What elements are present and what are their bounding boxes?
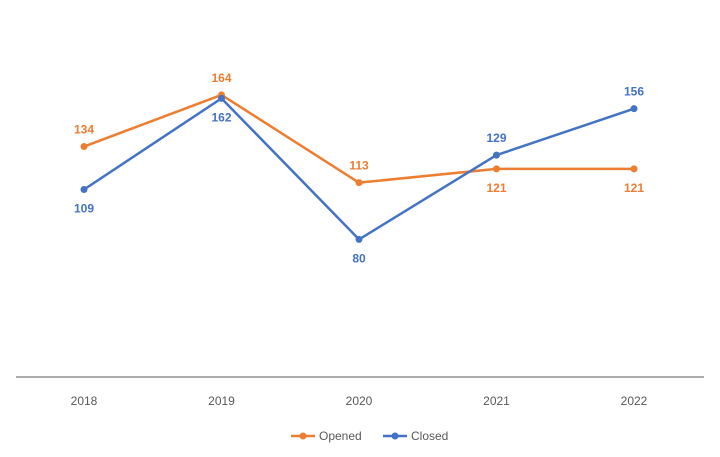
closed-data-label-2021: 129 — [486, 131, 506, 145]
x-tick-label-2022: 2022 — [621, 394, 648, 408]
opened-data-label-2018: 134 — [74, 123, 94, 137]
x-axis-ticks: 2018 2019 2020 2021 2022 — [71, 394, 648, 408]
opened-point-2022 — [630, 165, 638, 173]
x-tick-label-2018: 2018 — [71, 394, 98, 408]
closed-point-2022 — [630, 105, 638, 113]
legend-marker-opened — [299, 432, 307, 440]
opened-point-2020 — [355, 179, 363, 187]
closed-data-label-2022: 156 — [624, 85, 644, 99]
x-tick-label-2020: 2020 — [346, 394, 373, 408]
closed-data-label-2019: 162 — [211, 110, 231, 124]
legend: Opened Closed — [291, 429, 448, 443]
data-labels: 134 164 113 121 121 109 162 80 129 156 — [74, 71, 644, 265]
opened-point-2021 — [493, 165, 500, 173]
opened-data-label-2021: 121 — [486, 181, 506, 195]
legend-marker-closed — [391, 432, 399, 440]
series-lines — [80, 91, 638, 243]
closed-data-label-2018: 109 — [74, 202, 94, 216]
legend-item-opened: Opened — [291, 429, 362, 443]
closed-point-2020 — [355, 235, 363, 243]
opened-data-label-2019: 164 — [211, 71, 231, 85]
closed-point-2018 — [80, 186, 88, 194]
opened-data-label-2020: 113 — [349, 159, 369, 173]
opened-point-2018 — [80, 143, 88, 151]
legend-label-closed: Closed — [411, 429, 448, 443]
opened-data-label-2022: 121 — [624, 181, 644, 195]
legend-item-closed: Closed — [383, 429, 448, 443]
legend-label-opened: Opened — [319, 429, 362, 443]
x-tick-label-2021: 2021 — [483, 394, 510, 408]
x-tick-label-2019: 2019 — [208, 394, 235, 408]
closed-data-label-2020: 80 — [352, 251, 366, 265]
closed-point-2019 — [218, 94, 225, 102]
closed-point-2021 — [493, 151, 500, 159]
